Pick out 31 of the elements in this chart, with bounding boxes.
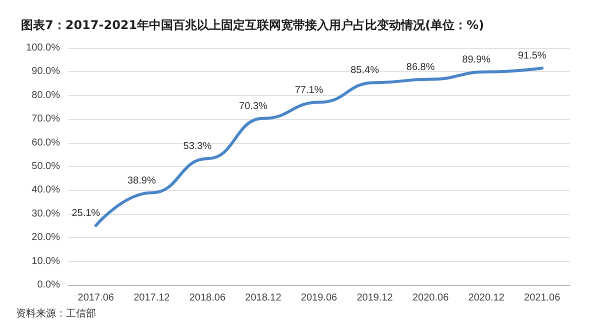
text: 资料来源：工信部 (16, 308, 96, 320)
y-tick-label: 0.0% (37, 280, 60, 290)
x-tick-label: 2021.06 (524, 292, 561, 304)
y-tick-label: 40.0% (32, 184, 60, 196)
x-tick-label: 2017.12 (134, 292, 170, 304)
y-tick-label: 10.0% (32, 256, 60, 267)
y-tick-label: 20.0% (32, 232, 60, 244)
data-label: 85.4% (350, 65, 380, 76)
y-tick-label: 70.0% (32, 114, 60, 125)
y-tick-label: 30.0% (32, 208, 60, 220)
chart-title: 图表7：2017-2021年中国百兆以上固定互联网宽带接入用户占比变动情况(单位：%) (21, 18, 484, 32)
x-tick-label: 2018.12 (245, 292, 282, 304)
y-tick-label: 50.0% (32, 161, 60, 172)
data-label: 77.1% (294, 84, 324, 96)
x-tick-label: 2018.06 (189, 292, 226, 304)
y-tick-label: 100.0% (26, 42, 60, 54)
x-tick-label: 2020.12 (468, 292, 505, 304)
y-tick-label: 80.0% (32, 90, 60, 101)
data-label: 86.8% (406, 62, 435, 73)
y-tick-label: 90.0% (32, 66, 60, 78)
data-label: 53.3% (183, 141, 212, 152)
data-label: 89.9% (462, 54, 491, 66)
x-tick-label: 2017.06 (78, 292, 114, 304)
data-label: 70.3% (239, 100, 268, 112)
x-tick-label: 2020.06 (412, 292, 450, 304)
data-label: 38.9% (127, 175, 156, 186)
x-tick-label: 2019.12 (356, 292, 394, 304)
data-label: 91.5% (518, 50, 546, 62)
data-label: 25.1% (72, 208, 100, 220)
y-tick-label: 60.0% (32, 137, 60, 148)
x-tick-label: 2019.06 (300, 292, 338, 304)
